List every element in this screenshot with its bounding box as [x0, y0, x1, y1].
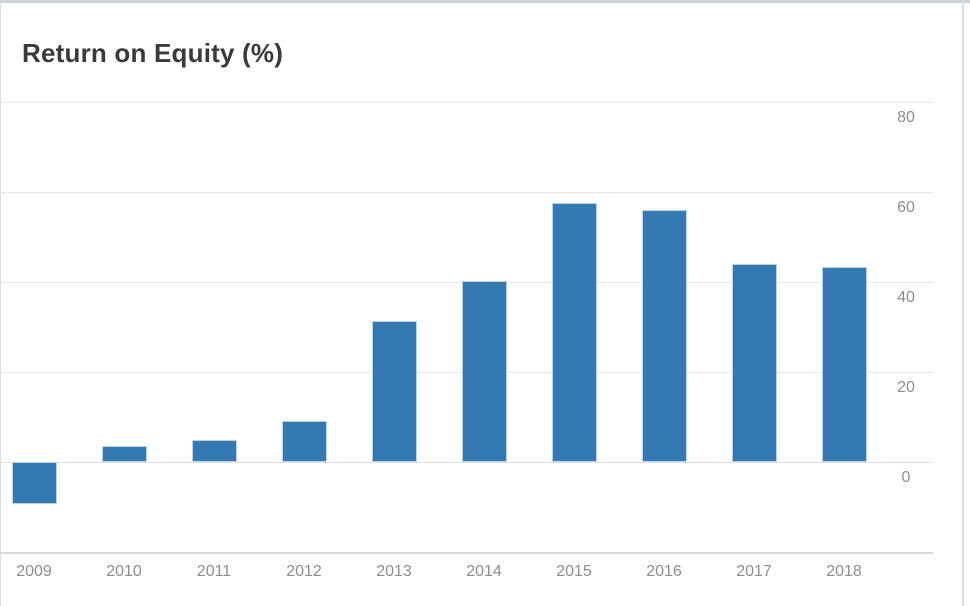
bar-2012[interactable]	[281, 420, 327, 462]
x-axis-label-2011: 2011	[196, 563, 232, 580]
y-axis-tick-label: 40	[897, 289, 915, 306]
y-axis-tick-label: 60	[897, 199, 915, 216]
x-axis-label-2015: 2015	[556, 563, 592, 580]
x-axis-line	[0, 552, 933, 554]
bar-2014[interactable]	[461, 281, 507, 462]
x-axis-label-2016: 2016	[646, 563, 682, 580]
gridline-y-80	[0, 102, 933, 103]
bar-2010[interactable]	[101, 446, 147, 462]
y-axis-tick-label: 80	[897, 109, 915, 126]
bar-2009[interactable]	[11, 462, 57, 505]
x-axis-label-2010: 2010	[106, 563, 142, 580]
bar-2017[interactable]	[731, 264, 777, 462]
x-axis-label-2009: 2009	[16, 563, 52, 580]
x-axis-label-2017: 2017	[736, 563, 772, 580]
y-axis-tick-label: 20	[897, 379, 915, 396]
x-axis-label-2014: 2014	[466, 563, 502, 580]
card-top-border	[0, 0, 970, 3]
bar-2016[interactable]	[641, 210, 687, 462]
bar-2018[interactable]	[821, 267, 867, 462]
bar-2011[interactable]	[191, 440, 237, 462]
card-right-border	[962, 0, 964, 606]
x-axis-label-2012: 2012	[286, 563, 322, 580]
bar-2015[interactable]	[551, 203, 597, 462]
card-left-border	[0, 0, 1, 606]
x-axis-label-2018: 2018	[826, 563, 862, 580]
x-axis-label-2013: 2013	[376, 563, 412, 580]
bar-2013[interactable]	[371, 320, 417, 462]
gridline-y-0	[0, 462, 933, 463]
y-axis-tick-label: 0	[901, 469, 911, 486]
gridline-y-60	[0, 192, 933, 193]
chart-title: Return on Equity (%)	[22, 38, 284, 68]
